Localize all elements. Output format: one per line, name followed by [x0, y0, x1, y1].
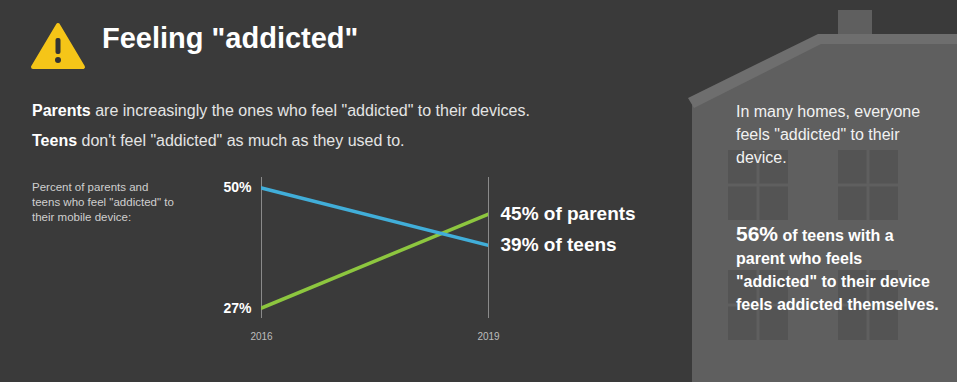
svg-text:27%: 27%: [223, 300, 252, 316]
svg-text:39% of teens: 39% of teens: [501, 234, 617, 255]
html-text:Feeling "addicted": Feeling "addicted": [102, 22, 359, 54]
svg-text:2016: 2016: [250, 331, 273, 342]
html-text:Teens don't feel "addicted" as: Teens don't feel "addicted" as much as t…: [32, 132, 405, 149]
svg-text:45% of parents: 45% of parents: [501, 203, 636, 224]
svg-text:50%: 50%: [223, 179, 252, 195]
html-text:Percent of parents and teens w: Percent of parents and teens who feel "a…: [32, 181, 174, 223]
html-text:56% of teens with a parent who: 56% of teens with a parent who feels "ad…: [736, 222, 939, 313]
html-text:Parents are increasingly the o: Parents are increasingly the ones who fe…: [32, 102, 530, 119]
svg-text:2019: 2019: [477, 331, 500, 342]
html-text:In many homes, everyone feels: In many homes, everyone feels "addicted"…: [736, 103, 921, 166]
